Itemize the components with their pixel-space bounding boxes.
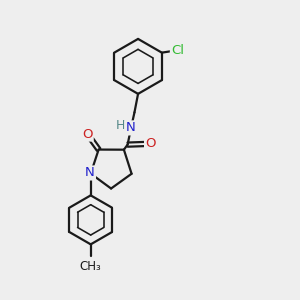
Text: H: H <box>116 119 125 132</box>
Text: O: O <box>145 137 155 150</box>
Text: CH₃: CH₃ <box>80 260 102 273</box>
Text: N: N <box>85 167 95 179</box>
Text: O: O <box>82 128 93 141</box>
Text: N: N <box>125 122 135 134</box>
Text: Cl: Cl <box>171 44 184 57</box>
